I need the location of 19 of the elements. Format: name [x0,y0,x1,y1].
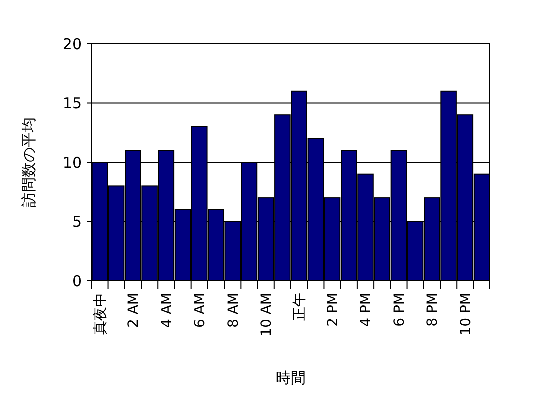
x-tick-label: 2 PM [325,293,342,327]
y-tick-label: 20 [62,35,82,54]
x-tick-label: 10 PM [458,293,474,336]
y-axis-title: 訪問数の平均 [20,118,38,208]
y-tick-label: 15 [62,94,82,112]
x-tick-label: 正午 [292,293,308,321]
x-tick-label: 4 PM [358,293,375,327]
x-tick-label: 2 AM [126,293,142,328]
x-tick-label: 4 AM [159,293,176,328]
x-tick-label: 8 PM [425,293,442,327]
x-tick-label: 6 PM [392,293,408,327]
x-tick-label: 6 AM [192,293,209,328]
x-tick-label: 10 AM [258,293,275,337]
y-tick-label: 10 [62,154,82,172]
x-axis-title: 時間 [276,369,306,387]
x-tick-label: 8 AM [226,293,242,328]
y-tick-label: 5 [72,213,82,231]
y-tick-label: 0 [72,272,82,290]
x-tick-label: 真夜中 [92,293,109,335]
